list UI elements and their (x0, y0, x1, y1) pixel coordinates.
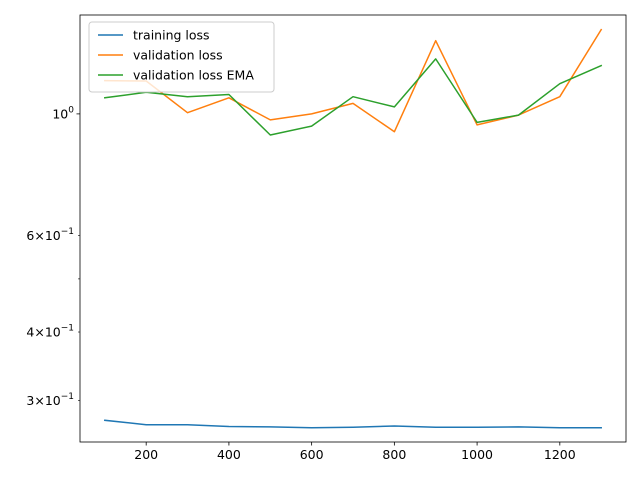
series-layer (103, 28, 603, 429)
legend-label: validation loss (133, 48, 223, 63)
x-tick-label: 1200 (544, 447, 576, 462)
plot-frame (79, 14, 627, 443)
x-tick-label: 1000 (461, 447, 493, 462)
y-tick-mantissa: 4 (26, 325, 34, 340)
y-tick-base: 10 (45, 325, 61, 340)
y-tick-exponent: 0 (68, 105, 74, 115)
series-line-training-loss (103, 419, 602, 429)
legend-label: training loss (133, 28, 210, 43)
y-tick-times: × (34, 393, 44, 408)
y-tick-times: × (34, 325, 44, 340)
x-tick-label: 600 (300, 447, 324, 462)
x-tick-label: 800 (382, 447, 406, 462)
y-tick-label: 100 (52, 105, 74, 121)
y-tick-exponent: −1 (61, 324, 74, 334)
y-tick-mantissa: 3 (26, 393, 34, 408)
y-tick-base: 10 (52, 106, 68, 121)
y-tick-times: × (34, 228, 44, 243)
y-tick-exponent: −1 (61, 227, 74, 237)
legend-box (88, 21, 275, 93)
x-tick-label: 200 (134, 447, 158, 462)
y-tick-base: 10 (45, 393, 61, 408)
y-tick-label: 3×10−1 (26, 392, 74, 408)
legend: training loss validation loss validation l… (88, 21, 275, 93)
legend-label: validation loss EMA (133, 68, 254, 83)
y-tick-base: 10 (45, 228, 61, 243)
y-tick-label: 4×10−1 (26, 324, 74, 340)
series-line-validation-loss-EMA (103, 58, 603, 136)
y-tick-mantissa: 6 (26, 228, 34, 243)
y-tick-label: 6×10−1 (26, 227, 74, 243)
y-tick-exponent: −1 (61, 392, 74, 402)
x-tick-label: 400 (217, 447, 241, 462)
axes-layer: 200 400 600 800 1000 12001003×10−14×10−16×10−… (26, 105, 575, 462)
